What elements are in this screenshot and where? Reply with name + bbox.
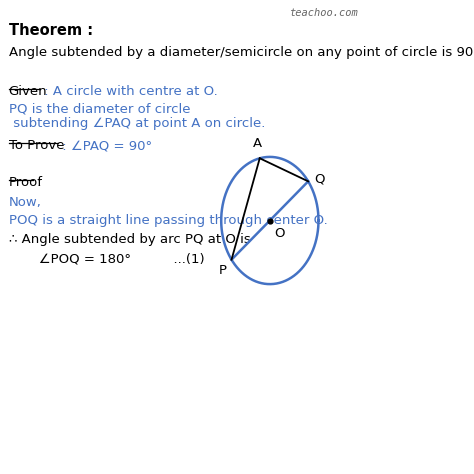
Text: subtending ∠PAQ at point A on circle.: subtending ∠PAQ at point A on circle. <box>9 117 265 130</box>
Text: A: A <box>254 137 263 150</box>
Text: P: P <box>219 264 226 277</box>
Text: To Prove: To Prove <box>9 139 64 153</box>
Text: : ∠PAQ = 90°: : ∠PAQ = 90° <box>58 139 153 153</box>
Text: : A circle with centre at O.: : A circle with centre at O. <box>40 85 218 98</box>
Text: teachoo.com: teachoo.com <box>290 9 358 18</box>
Text: Angle subtended by a diameter/semicircle on any point of circle is 90°: Angle subtended by a diameter/semicircle… <box>9 46 474 59</box>
Text: Theorem :: Theorem : <box>9 23 93 37</box>
Text: ∠POQ = 180°          ...(1): ∠POQ = 180° ...(1) <box>9 252 204 265</box>
Text: O: O <box>274 227 285 240</box>
Text: ∴ Angle subtended by arc PQ at O is: ∴ Angle subtended by arc PQ at O is <box>9 233 250 246</box>
Text: :: : <box>33 176 42 189</box>
Text: Now,: Now, <box>9 196 41 209</box>
Text: Q: Q <box>315 173 325 185</box>
Text: Given: Given <box>9 85 47 98</box>
Text: PQ is the diameter of circle: PQ is the diameter of circle <box>9 103 190 116</box>
Text: Proof: Proof <box>9 176 43 189</box>
Text: POQ is a straight line passing through center O.: POQ is a straight line passing through c… <box>9 214 328 228</box>
